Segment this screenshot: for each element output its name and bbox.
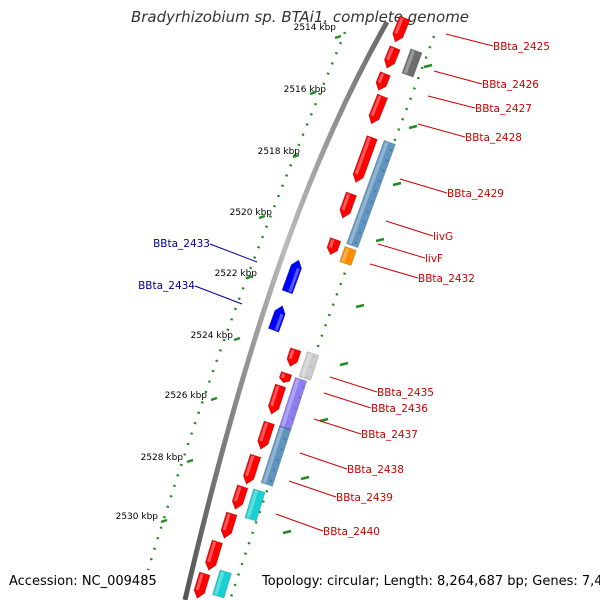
forward-gene-feature[interactable] <box>366 93 389 126</box>
gene-label[interactable]: BBta_2426 <box>482 79 539 91</box>
label-leader-line <box>299 452 348 470</box>
label-leader-line <box>329 376 378 393</box>
gene-label[interactable]: BBta_2435 <box>377 387 434 399</box>
forward-gene-feature[interactable] <box>203 539 224 572</box>
label-leader-line <box>445 33 494 47</box>
forward-gene-feature[interactable] <box>390 15 411 44</box>
track-tick-mark <box>319 417 329 423</box>
gene-label[interactable]: BBta_2433 <box>153 238 210 250</box>
topology-label: Topology: circular; Length: 8,264,687 bp… <box>262 574 600 589</box>
annotation-feature[interactable] <box>298 351 320 381</box>
ruler-tick-mark <box>292 153 300 159</box>
forward-gene-feature[interactable] <box>266 383 287 416</box>
forward-gene-feature[interactable] <box>255 420 276 451</box>
ruler-tick-label: 2516 kbp <box>284 85 327 95</box>
ruler-tick-mark <box>309 90 317 96</box>
label-leader-line <box>369 263 419 279</box>
gene-label[interactable]: BBta_2439 <box>336 492 393 504</box>
ruler-tick-label: 2520 kbp <box>230 208 273 218</box>
forward-gene-feature[interactable] <box>285 347 302 369</box>
ruler-tick-label: 2522 kbp <box>215 269 258 279</box>
genome-backbone <box>182 20 390 600</box>
track-tick-mark <box>375 237 385 243</box>
ruler-tick-label: 2530 kbp <box>116 512 159 522</box>
ruler-tick-mark <box>246 274 254 280</box>
gene-label[interactable]: BBta_2432 <box>418 273 475 285</box>
label-leader-line <box>323 392 372 409</box>
annotation-feature[interactable] <box>346 139 396 249</box>
track-tick-mark <box>392 181 402 187</box>
annotation-feature[interactable] <box>260 425 292 487</box>
gene-label[interactable]: livG <box>433 231 453 243</box>
label-leader-line <box>288 480 337 498</box>
forward-gene-feature[interactable] <box>337 191 358 220</box>
forward-gene-feature[interactable] <box>374 71 391 93</box>
coordinate-ruler-line <box>146 31 347 571</box>
annotation-feature[interactable] <box>211 569 233 599</box>
label-leader-line <box>313 418 362 435</box>
forward-gene-feature[interactable] <box>241 453 262 486</box>
annotation-feature[interactable] <box>278 376 308 432</box>
track-tick-mark <box>355 303 365 309</box>
track-tick-mark <box>423 63 433 69</box>
label-leader-line <box>377 243 426 259</box>
gene-label[interactable]: BBta_2437 <box>361 429 418 441</box>
forward-gene-feature[interactable] <box>219 511 238 540</box>
ruler-ticks: 2514 kbp 2516 kbp 2518 kbp 2520 kbp 2522 kbp… <box>116 23 433 535</box>
gene-label[interactable]: BBta_2436 <box>371 403 428 415</box>
forward-gene-feature[interactable] <box>192 571 211 600</box>
label-leader-line <box>417 123 466 138</box>
ruler-tick-mark <box>210 396 218 402</box>
ruler-tick-mark <box>233 336 241 342</box>
track-tick-mark <box>282 529 292 535</box>
track-tick-mark <box>339 361 349 367</box>
ruler-tick-mark <box>334 34 342 40</box>
reverse-gene-feature[interactable] <box>281 258 304 295</box>
forward-gene-feature[interactable] <box>230 484 249 511</box>
annotation-feature[interactable] <box>244 488 266 522</box>
gene-label[interactable]: BBta_2428 <box>465 132 522 144</box>
label-leader-line <box>209 243 258 263</box>
gene-labels: BBta_2425 BBta_2426 BBta_2427 BBta_2428 BBta… <box>138 33 550 538</box>
gene-label[interactable]: BBta_2429 <box>447 188 504 200</box>
gene-label[interactable]: BBta_2427 <box>475 103 532 115</box>
label-leader-line <box>275 513 324 532</box>
gene-label[interactable]: BBta_2438 <box>347 464 404 476</box>
ruler-tick-mark <box>186 458 194 464</box>
gene-label[interactable]: livF <box>425 253 443 265</box>
ruler-tick-label: 2518 kbp <box>258 147 301 157</box>
track-tick-mark <box>300 475 310 481</box>
forward-gene-feature[interactable] <box>382 45 401 71</box>
track-tick-mark <box>408 124 418 130</box>
reverse-gene-feature[interactable] <box>267 304 287 333</box>
label-leader-line <box>433 70 483 85</box>
label-leader-line <box>385 220 434 237</box>
annotation-feature[interactable] <box>401 48 423 78</box>
label-leader-line <box>399 178 448 194</box>
annotation-feature[interactable] <box>339 245 357 267</box>
ruler-tick-label: 2526 kbp <box>165 391 208 401</box>
gene-features <box>192 15 423 600</box>
label-leader-line <box>194 285 243 305</box>
gene-label[interactable]: BBta_2434 <box>138 280 195 292</box>
gene-label[interactable]: BBta_2440 <box>323 526 380 538</box>
ruler-tick-mark <box>160 518 168 524</box>
ruler-tick-label: 2524 kbp <box>191 331 234 341</box>
forward-gene-feature[interactable] <box>325 237 342 257</box>
accession-label: Accession: NC_009485 <box>9 574 157 589</box>
label-leader-line <box>427 95 476 109</box>
ruler-tick-label: 2528 kbp <box>141 453 184 463</box>
ruler-tick-label: 2514 kbp <box>294 23 337 33</box>
forward-gene-feature[interactable] <box>278 371 293 385</box>
ruler-tick-mark <box>258 214 266 220</box>
gene-label[interactable]: BBta_2425 <box>493 41 550 53</box>
forward-gene-feature[interactable] <box>351 135 378 185</box>
